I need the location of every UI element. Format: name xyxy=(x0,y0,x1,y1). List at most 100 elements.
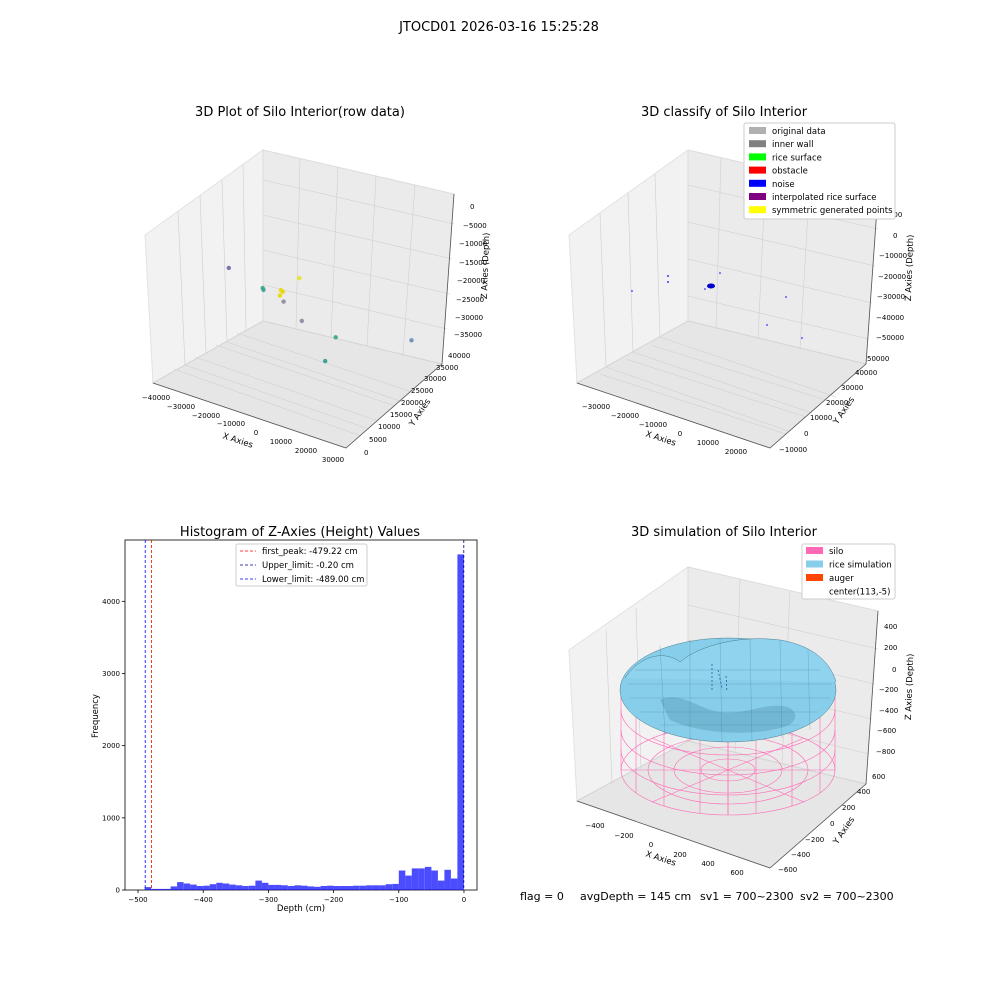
raw-3d-ytick: 35000 xyxy=(436,364,458,372)
raw-3d-title: 3D Plot of Silo Interior(row data) xyxy=(195,105,405,120)
histogram-bars xyxy=(144,554,464,890)
sim-3d-xtick: −400 xyxy=(585,822,604,830)
legend-swatch xyxy=(749,153,766,161)
sim-3d-ztick: 0 xyxy=(892,666,896,674)
classify-3d-ytick: 20000 xyxy=(826,399,848,407)
classify-3d-zlabel: Z Axies (Depth) xyxy=(904,234,916,301)
sim-3d-ztick: −200 xyxy=(879,686,898,694)
raw-3d-xtick: −40000 xyxy=(142,394,170,402)
histogram-bar xyxy=(366,885,373,890)
noise-point xyxy=(704,288,706,290)
raw-3d-ztick: −10000 xyxy=(459,240,487,248)
classify-3d-xtick: −10000 xyxy=(639,421,667,429)
histogram-legend-label: first_peak: -479.22 cm xyxy=(262,547,358,557)
raw-3d-x-axis-line xyxy=(152,382,347,449)
legend-label: rice simulation xyxy=(829,561,892,571)
classify-3d-xtick: −30000 xyxy=(582,403,610,411)
histogram-xlabel: Depth (cm) xyxy=(277,904,325,914)
sim-3d-ytick: −200 xyxy=(805,836,824,844)
classify-3d-grid xyxy=(599,157,879,435)
rice-surface-mesh xyxy=(628,637,832,743)
raw-data-point xyxy=(297,276,302,281)
classify-3d-ztick: 0 xyxy=(893,232,897,240)
histogram-bar xyxy=(164,888,171,890)
raw-3d-ztick: −25000 xyxy=(456,296,484,304)
histogram-bar xyxy=(333,886,341,890)
raw-3d-y-ticklabels: 0 5000 10000 15000 20000 25000 30000 350… xyxy=(364,352,470,457)
classify-3d-ytick: 50000 xyxy=(867,355,889,363)
classify-3d-xtick: −20000 xyxy=(611,412,639,420)
histogram-bar xyxy=(411,868,419,890)
legend-label: auger xyxy=(829,574,854,584)
sim-3d-xtick: 400 xyxy=(701,860,714,868)
histogram-bar xyxy=(216,882,223,890)
histogram-bar xyxy=(450,878,458,890)
legend-swatch xyxy=(749,206,766,214)
noise-point xyxy=(801,337,803,339)
noise-point xyxy=(667,281,669,283)
classify-3d-ytick: 0 xyxy=(804,430,808,438)
noise-point xyxy=(667,275,669,277)
histogram-title: Histogram of Z-Axies (Height) Values xyxy=(180,525,420,540)
sim-3d-ztick: −600 xyxy=(877,727,896,735)
histogram-bar xyxy=(379,885,386,890)
histogram-legend: first_peak: -479.22 cm Upper_limit: -0.20… xyxy=(235,543,368,587)
sim-3d-ytick: 400 xyxy=(857,788,870,796)
raw-3d-xtick: −20000 xyxy=(192,412,220,420)
raw-3d-xtick: 20000 xyxy=(295,447,317,455)
classify-3d-xlabel: X Axies xyxy=(644,429,677,448)
sim-3d-xtick: −200 xyxy=(614,832,633,840)
raw-3d-z-axis-line xyxy=(441,193,455,365)
classify-3d-ytick: 40000 xyxy=(855,369,877,377)
histogram-legend-frame xyxy=(235,543,368,587)
raw-3d-ytick: 25000 xyxy=(411,387,433,395)
rice-surface-ridge xyxy=(624,638,837,683)
sim-3d-ytick: 600 xyxy=(872,773,885,781)
histogram-bar xyxy=(346,886,354,890)
histogram-xtick-label: −100 xyxy=(389,896,408,904)
status-sv2: sv2 = 700~2300 xyxy=(800,890,894,903)
rice-surface-depression xyxy=(660,697,796,733)
classify-3d-ytick: 30000 xyxy=(841,384,863,392)
sim-3d-y-ticklabels: −600 −400 −200 0 200 400 600 xyxy=(778,773,885,874)
sim-3d-x-axis-line xyxy=(576,800,771,869)
sim-3d-z-ticklabels: 400 200 0 −200 −400 −600 −800 xyxy=(876,623,898,756)
legend-swatch xyxy=(749,127,766,134)
sim-3d-ztick: 200 xyxy=(884,644,897,652)
raw-3d-zlabel: Z Axies (Depth) xyxy=(480,232,492,299)
status-sv1: sv1 = 700~2300 xyxy=(700,890,794,903)
histogram-bar xyxy=(288,886,295,890)
classify-legend-frame xyxy=(743,122,896,220)
histogram-bar xyxy=(170,886,178,890)
sim-3d-ytick: 0 xyxy=(830,820,834,828)
legend-label: silo xyxy=(829,547,843,557)
legend-swatch xyxy=(749,179,766,187)
classify-3d-xtick: 10000 xyxy=(697,439,719,447)
histogram-bar xyxy=(457,554,464,890)
histogram-ytick-label: 0 xyxy=(116,887,120,895)
raw-3d-xtick: 0 xyxy=(254,429,258,437)
raw-3d-xtick: 30000 xyxy=(322,456,344,464)
raw-3d-ztick: −15000 xyxy=(459,259,487,267)
raw-data-point xyxy=(277,293,283,298)
status-line: flag = 0 avgDepth = 145 cm sv1 = 700~230… xyxy=(520,890,894,903)
legend-label: center(113,-5) xyxy=(829,588,890,598)
raw-3d-ztick: 0 xyxy=(470,203,474,211)
classify-3d-z-ticklabels: 10000 0 −10000 −20000 −30000 −40000 −500… xyxy=(876,211,907,342)
sim-3d-zlabel: Z Axies (Depth) xyxy=(904,653,916,720)
sim-3d-ytick: −400 xyxy=(791,851,810,859)
raw-3d-ztick: −30000 xyxy=(455,314,483,322)
raw-3d-ztick: −20000 xyxy=(457,277,485,285)
auger-lines xyxy=(711,664,728,693)
raw-data-point xyxy=(281,299,286,304)
classify-3d-ztick: −50000 xyxy=(876,334,904,342)
panel-classify-3d: 3D classify of Silo Interior −30000 −200… xyxy=(568,105,916,456)
histogram-bar xyxy=(398,870,406,890)
classify-3d-ztick: −10000 xyxy=(879,252,907,260)
legend-swatch xyxy=(749,140,766,148)
histogram-bar xyxy=(385,884,393,890)
legend-swatch xyxy=(806,547,823,554)
sim-3d-y-axis-line xyxy=(769,783,867,869)
histogram-reference-lines xyxy=(144,540,465,890)
